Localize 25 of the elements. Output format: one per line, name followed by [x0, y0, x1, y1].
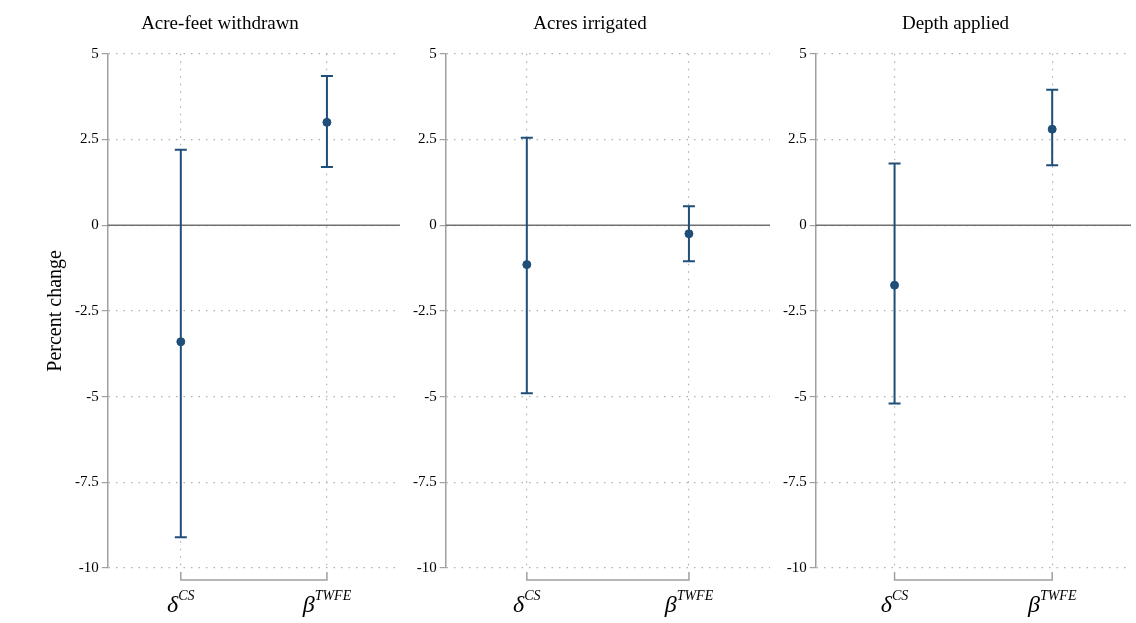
y-tick-label: -10	[78, 558, 99, 575]
y-tick-label: 0	[799, 216, 807, 233]
chart-title: Depth applied	[901, 12, 1010, 34]
chart-title: Acres irrigated	[533, 12, 648, 34]
y-tick-label: -2.5	[413, 301, 437, 318]
y-tick-label: -5	[794, 387, 807, 404]
y-axis-title: Percent change	[43, 249, 67, 372]
y-tick-label: 2.5	[418, 130, 437, 147]
y-tick-label: -5	[424, 387, 437, 404]
y-tick-label: 5	[799, 44, 807, 61]
y-tick-label: -7.5	[783, 473, 807, 490]
y-tick-label: 5	[91, 44, 99, 61]
y-tick-label: 0	[429, 216, 437, 233]
y-tick-label: -2.5	[783, 301, 807, 318]
y-tick-label: -10	[416, 558, 437, 575]
y-tick-label: -7.5	[75, 473, 99, 490]
y-tick-label: -10	[786, 558, 807, 575]
y-tick-label: -5	[86, 387, 99, 404]
y-tick-label: 2.5	[788, 130, 807, 147]
y-tick-label: -2.5	[75, 301, 99, 318]
y-tick-label: 5	[429, 44, 437, 61]
chart-title: Acre-feet withdrawn	[141, 12, 300, 34]
y-tick-label: -7.5	[413, 473, 437, 490]
y-tick-label: 0	[91, 216, 99, 233]
y-tick-label: 2.5	[80, 130, 99, 147]
